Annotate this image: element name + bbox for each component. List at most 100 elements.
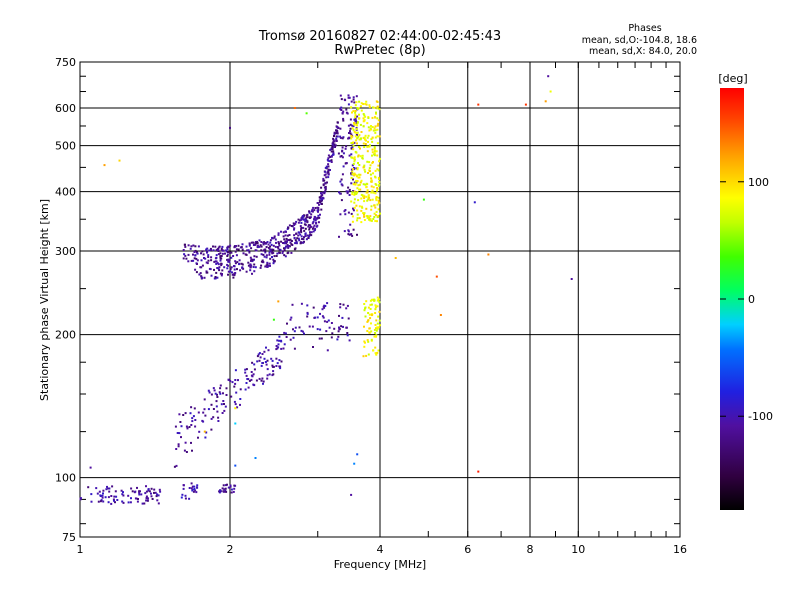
- data-point: [372, 349, 375, 352]
- data-point: [154, 491, 157, 494]
- data-point: [209, 268, 212, 271]
- data-point: [342, 136, 345, 139]
- data-point: [336, 338, 339, 341]
- data-point: [357, 154, 360, 157]
- data-point: [350, 493, 353, 496]
- data-point: [374, 308, 377, 311]
- data-point: [190, 424, 193, 426]
- data-point: [219, 252, 222, 255]
- data-point: [234, 369, 237, 372]
- data-point: [332, 144, 335, 146]
- data-point: [357, 199, 360, 202]
- data-point: [157, 494, 160, 497]
- data-point: [220, 255, 223, 257]
- data-point: [293, 228, 295, 231]
- data-point: [477, 103, 480, 106]
- data-point: [251, 375, 254, 378]
- data-point: [367, 134, 370, 137]
- data-point: [376, 299, 379, 302]
- data-point: [231, 273, 234, 276]
- data-point: [289, 238, 292, 241]
- data-point: [201, 419, 204, 422]
- data-point: [352, 190, 355, 193]
- data-point: [371, 151, 374, 154]
- data-point: [101, 496, 104, 499]
- data-point: [305, 112, 308, 115]
- data-point: [224, 252, 226, 255]
- data-point: [369, 219, 372, 222]
- data-point: [301, 217, 304, 220]
- data-point: [367, 126, 370, 129]
- data-point: [359, 123, 362, 126]
- data-point: [324, 170, 327, 173]
- data-point: [353, 201, 356, 204]
- data-point: [290, 225, 293, 227]
- data-point: [257, 353, 260, 356]
- data-point: [221, 252, 224, 255]
- data-point: [207, 408, 210, 411]
- data-point: [260, 379, 263, 382]
- data-point: [214, 392, 217, 395]
- data-point: [187, 244, 190, 247]
- data-point: [365, 100, 368, 103]
- data-point: [325, 165, 328, 168]
- data-point: [297, 237, 300, 240]
- data-point: [274, 245, 277, 248]
- data-point: [212, 249, 215, 252]
- data-point: [327, 163, 330, 166]
- data-point: [358, 183, 361, 186]
- data-point: [327, 176, 330, 179]
- data-point: [221, 487, 224, 490]
- data-point: [294, 242, 297, 245]
- data-point: [270, 243, 273, 246]
- data-point: [371, 198, 374, 201]
- data-point: [200, 275, 203, 278]
- data-point: [269, 264, 271, 267]
- data-point: [352, 144, 355, 147]
- data-point: [370, 205, 373, 208]
- data-point: [259, 266, 262, 269]
- data-point: [294, 222, 297, 225]
- data-point: [272, 262, 275, 265]
- data-point: [322, 191, 324, 194]
- data-point: [372, 218, 375, 220]
- data-point: [212, 416, 215, 419]
- data-point: [377, 214, 380, 217]
- data-point: [303, 229, 306, 232]
- data-point: [352, 141, 355, 144]
- data-point: [341, 112, 344, 115]
- data-point: [207, 389, 210, 392]
- data-point: [374, 129, 377, 132]
- data-point: [353, 158, 356, 161]
- data-point: [190, 487, 193, 490]
- data-point: [363, 213, 365, 216]
- data-point: [373, 216, 376, 218]
- data-point: [477, 470, 480, 473]
- data-point: [338, 235, 340, 238]
- data-point: [373, 299, 376, 302]
- data-point: [269, 245, 272, 248]
- data-point: [210, 274, 213, 277]
- data-point: [348, 132, 350, 134]
- data-point: [338, 314, 340, 317]
- data-point: [254, 266, 257, 269]
- data-point: [191, 485, 194, 488]
- data-point: [367, 312, 370, 314]
- data-point: [273, 255, 276, 258]
- data-point: [216, 267, 219, 269]
- data-point: [353, 192, 356, 194]
- data-point: [316, 202, 319, 204]
- data-point: [261, 353, 264, 355]
- data-point: [254, 243, 257, 246]
- data-point: [187, 253, 190, 256]
- data-point: [294, 239, 297, 242]
- data-point: [341, 184, 344, 187]
- data-point: [347, 317, 350, 320]
- data-point: [320, 186, 323, 189]
- data-point: [278, 242, 280, 245]
- data-point: [344, 99, 347, 102]
- data-point: [147, 488, 150, 491]
- data-point: [306, 312, 309, 315]
- data-point: [473, 201, 476, 204]
- data-point: [283, 254, 286, 257]
